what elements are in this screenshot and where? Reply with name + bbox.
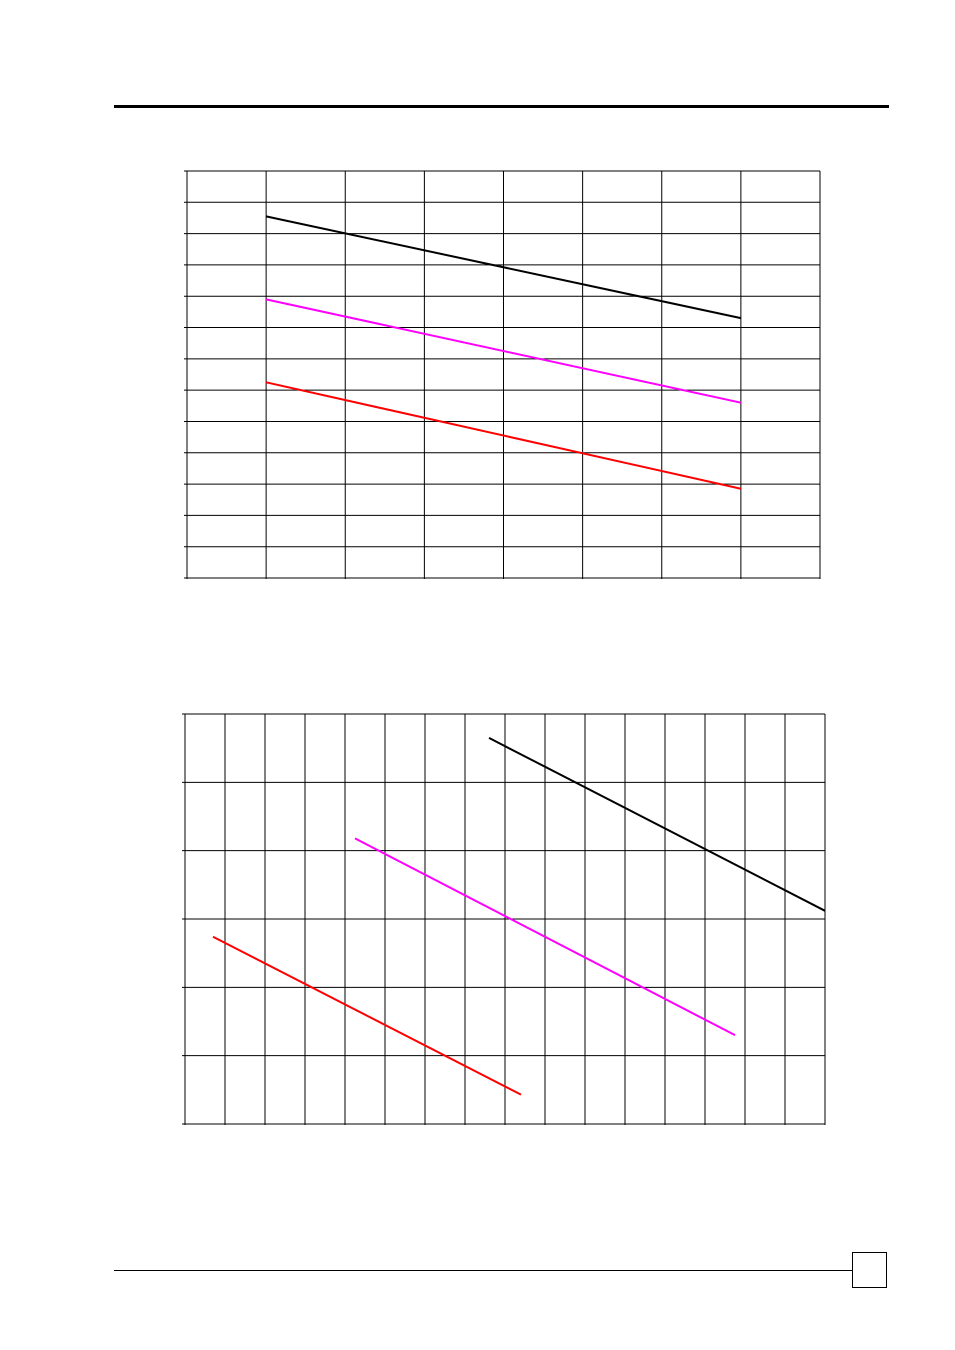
bottom-rule — [114, 1270, 852, 1271]
page-number-box — [852, 1252, 887, 1288]
top-rule — [114, 105, 889, 108]
chart-1-series-2-line — [265, 298, 742, 404]
chart-1-series-1-line — [265, 215, 742, 320]
chart-1-series-3-line — [265, 381, 742, 490]
